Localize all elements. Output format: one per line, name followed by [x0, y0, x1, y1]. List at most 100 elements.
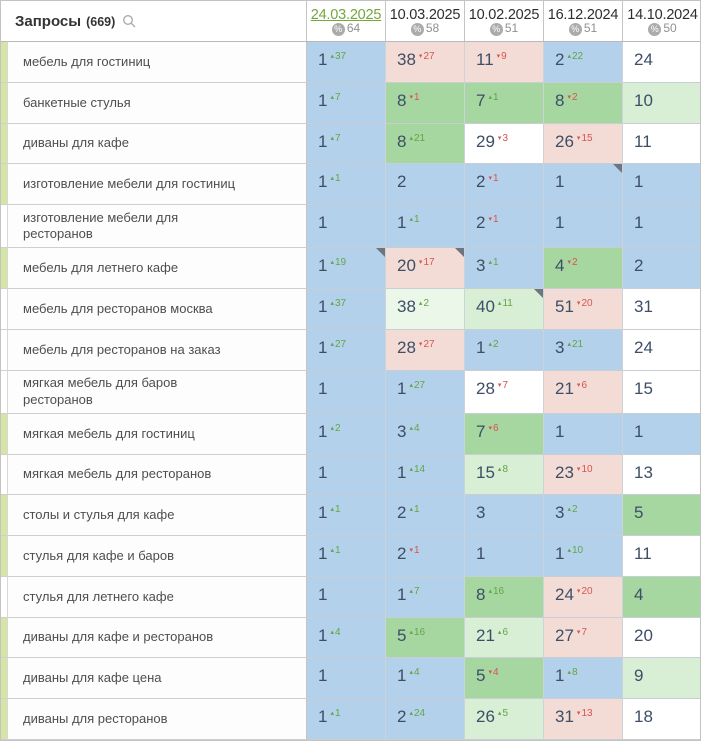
position-cell[interactable]: 9 [623, 658, 700, 700]
position-cell[interactable]: 1 ▴8 [544, 658, 623, 700]
position-cell[interactable]: 1 [623, 205, 700, 249]
position-cell[interactable]: 3 ▴2 [544, 495, 623, 537]
position-cell[interactable]: 11 [623, 536, 700, 577]
position-cell[interactable]: 24 [623, 42, 700, 83]
position-cell[interactable]: 1 [623, 164, 700, 205]
position-cell[interactable]: 11 [623, 123, 700, 165]
position-cell[interactable]: 8 ▾2 [544, 82, 623, 124]
position-cell[interactable]: 1 [544, 413, 623, 455]
position-cell[interactable]: 20 [623, 617, 700, 659]
position-cell[interactable]: 1 ▴14 [386, 454, 465, 496]
position-cell[interactable]: 28 ▾27 [386, 329, 465, 371]
keyword-cell[interactable]: мебель для летнего кафе [8, 248, 307, 290]
position-cell[interactable]: 5 [623, 495, 700, 537]
position-cell[interactable]: 40 ▴11 [465, 289, 544, 330]
keyword-cell[interactable]: стулья для кафе и баров [8, 536, 307, 577]
position-cell[interactable]: 4 [623, 576, 700, 618]
date-label[interactable]: 10.02.2025 [468, 6, 540, 23]
position-cell[interactable]: 29 ▾3 [465, 123, 544, 165]
position-cell[interactable]: 51 ▾20 [544, 289, 623, 330]
position-cell[interactable]: 8 ▴21 [386, 123, 465, 165]
position-cell[interactable]: 8 ▾1 [386, 82, 465, 124]
position-cell[interactable]: 10 [623, 82, 700, 124]
keyword-cell[interactable]: диваны для кафе [8, 123, 307, 165]
keyword-cell[interactable]: столы и стулья для кафе [8, 495, 307, 537]
position-cell[interactable]: 26 ▴5 [465, 699, 544, 740]
keyword-cell[interactable]: стулья для летнего кафе [8, 576, 307, 618]
position-cell[interactable]: 4 ▾2 [544, 248, 623, 290]
keyword-cell[interactable]: мебель для ресторанов на заказ [8, 329, 307, 371]
position-cell[interactable]: 1 ▴27 [386, 370, 465, 414]
position-cell[interactable]: 5 ▾4 [465, 658, 544, 700]
position-cell[interactable]: 38 ▾27 [386, 42, 465, 83]
position-cell[interactable]: 1 ▴10 [544, 536, 623, 577]
keyword-cell[interactable]: диваны для ресторанов [8, 699, 307, 740]
position-cell[interactable]: 2 ▾1 [465, 164, 544, 205]
position-cell[interactable]: 1 ▴7 [307, 123, 386, 165]
date-column-header[interactable]: 16.12.2024% 51 [544, 1, 623, 41]
position-cell[interactable]: 1 ▴2 [465, 329, 544, 371]
position-cell[interactable]: 1 [307, 454, 386, 496]
position-cell[interactable]: 1 [544, 205, 623, 249]
position-cell[interactable]: 1 ▴1 [307, 699, 386, 740]
position-cell[interactable]: 5 ▴16 [386, 617, 465, 659]
position-cell[interactable]: 2 ▾1 [386, 536, 465, 577]
keyword-cell[interactable]: мебель для гостиниц [8, 42, 307, 83]
position-cell[interactable]: 11 ▾9 [465, 42, 544, 83]
position-cell[interactable]: 1 ▴37 [307, 289, 386, 330]
position-cell[interactable]: 1 ▴2 [307, 413, 386, 455]
keyword-cell[interactable]: мягкая мебель для ресторанов [8, 454, 307, 496]
position-cell[interactable]: 3 ▴1 [465, 248, 544, 290]
position-cell[interactable]: 1 ▴37 [307, 42, 386, 83]
date-label[interactable]: 24.03.2025 [310, 6, 382, 23]
date-label[interactable]: 16.12.2024 [547, 6, 619, 23]
date-column-header[interactable]: 10.02.2025% 51 [465, 1, 544, 41]
position-cell[interactable]: 1 ▴1 [386, 205, 465, 249]
keyword-cell[interactable]: банкетные стулья [8, 82, 307, 124]
position-cell[interactable]: 1 ▴1 [307, 164, 386, 205]
position-cell[interactable]: 38 ▴2 [386, 289, 465, 330]
date-label[interactable]: 10.03.2025 [389, 6, 461, 23]
position-cell[interactable]: 1 ▴27 [307, 329, 386, 371]
position-cell[interactable]: 27 ▾7 [544, 617, 623, 659]
position-cell[interactable]: 1 [307, 576, 386, 618]
position-cell[interactable]: 1 ▴4 [386, 658, 465, 700]
search-icon[interactable] [122, 14, 136, 28]
keyword-cell[interactable]: диваны для кафе цена [8, 658, 307, 700]
position-cell[interactable]: 1 ▴7 [307, 82, 386, 124]
position-cell[interactable]: 24 [623, 329, 700, 371]
keyword-cell[interactable]: изготовление мебели для гостиниц [8, 164, 307, 205]
position-cell[interactable]: 2 ▾1 [465, 205, 544, 249]
position-cell[interactable]: 24 ▾20 [544, 576, 623, 618]
position-cell[interactable]: 8 ▴16 [465, 576, 544, 618]
position-cell[interactable]: 23 ▾10 [544, 454, 623, 496]
position-cell[interactable]: 28 ▾7 [465, 370, 544, 414]
position-cell[interactable]: 1 [307, 205, 386, 249]
position-cell[interactable]: 3 [465, 495, 544, 537]
position-cell[interactable]: 15 ▴8 [465, 454, 544, 496]
keyword-cell[interactable]: диваны для кафе и ресторанов [8, 617, 307, 659]
position-cell[interactable]: 3 ▴4 [386, 413, 465, 455]
position-cell[interactable]: 7 ▾6 [465, 413, 544, 455]
keyword-cell[interactable]: мягкая мебель для гостиниц [8, 413, 307, 455]
position-cell[interactable]: 21 ▴6 [465, 617, 544, 659]
position-cell[interactable]: 7 ▴1 [465, 82, 544, 124]
position-cell[interactable]: 1 ▴4 [307, 617, 386, 659]
position-cell[interactable]: 1 ▴1 [307, 495, 386, 537]
position-cell[interactable]: 1 ▴7 [386, 576, 465, 618]
position-cell[interactable]: 21 ▾6 [544, 370, 623, 414]
date-column-header[interactable]: 14.10.2024% 50 [623, 1, 700, 41]
keyword-cell[interactable]: мебель для ресторанов москва [8, 289, 307, 330]
position-cell[interactable]: 1 [623, 413, 700, 455]
position-cell[interactable]: 15 [623, 370, 700, 414]
position-cell[interactable]: 3 ▴21 [544, 329, 623, 371]
position-cell[interactable]: 13 [623, 454, 700, 496]
position-cell[interactable]: 1 [544, 164, 623, 205]
date-column-header[interactable]: 10.03.2025% 58 [386, 1, 465, 41]
position-cell[interactable]: 26 ▾15 [544, 123, 623, 165]
date-label[interactable]: 14.10.2024 [627, 6, 698, 23]
position-cell[interactable]: 20 ▾17 [386, 248, 465, 290]
position-cell[interactable]: 2 ▴24 [386, 699, 465, 740]
position-cell[interactable]: 1 [465, 536, 544, 577]
date-column-header[interactable]: 24.03.2025% 64 [307, 1, 386, 41]
